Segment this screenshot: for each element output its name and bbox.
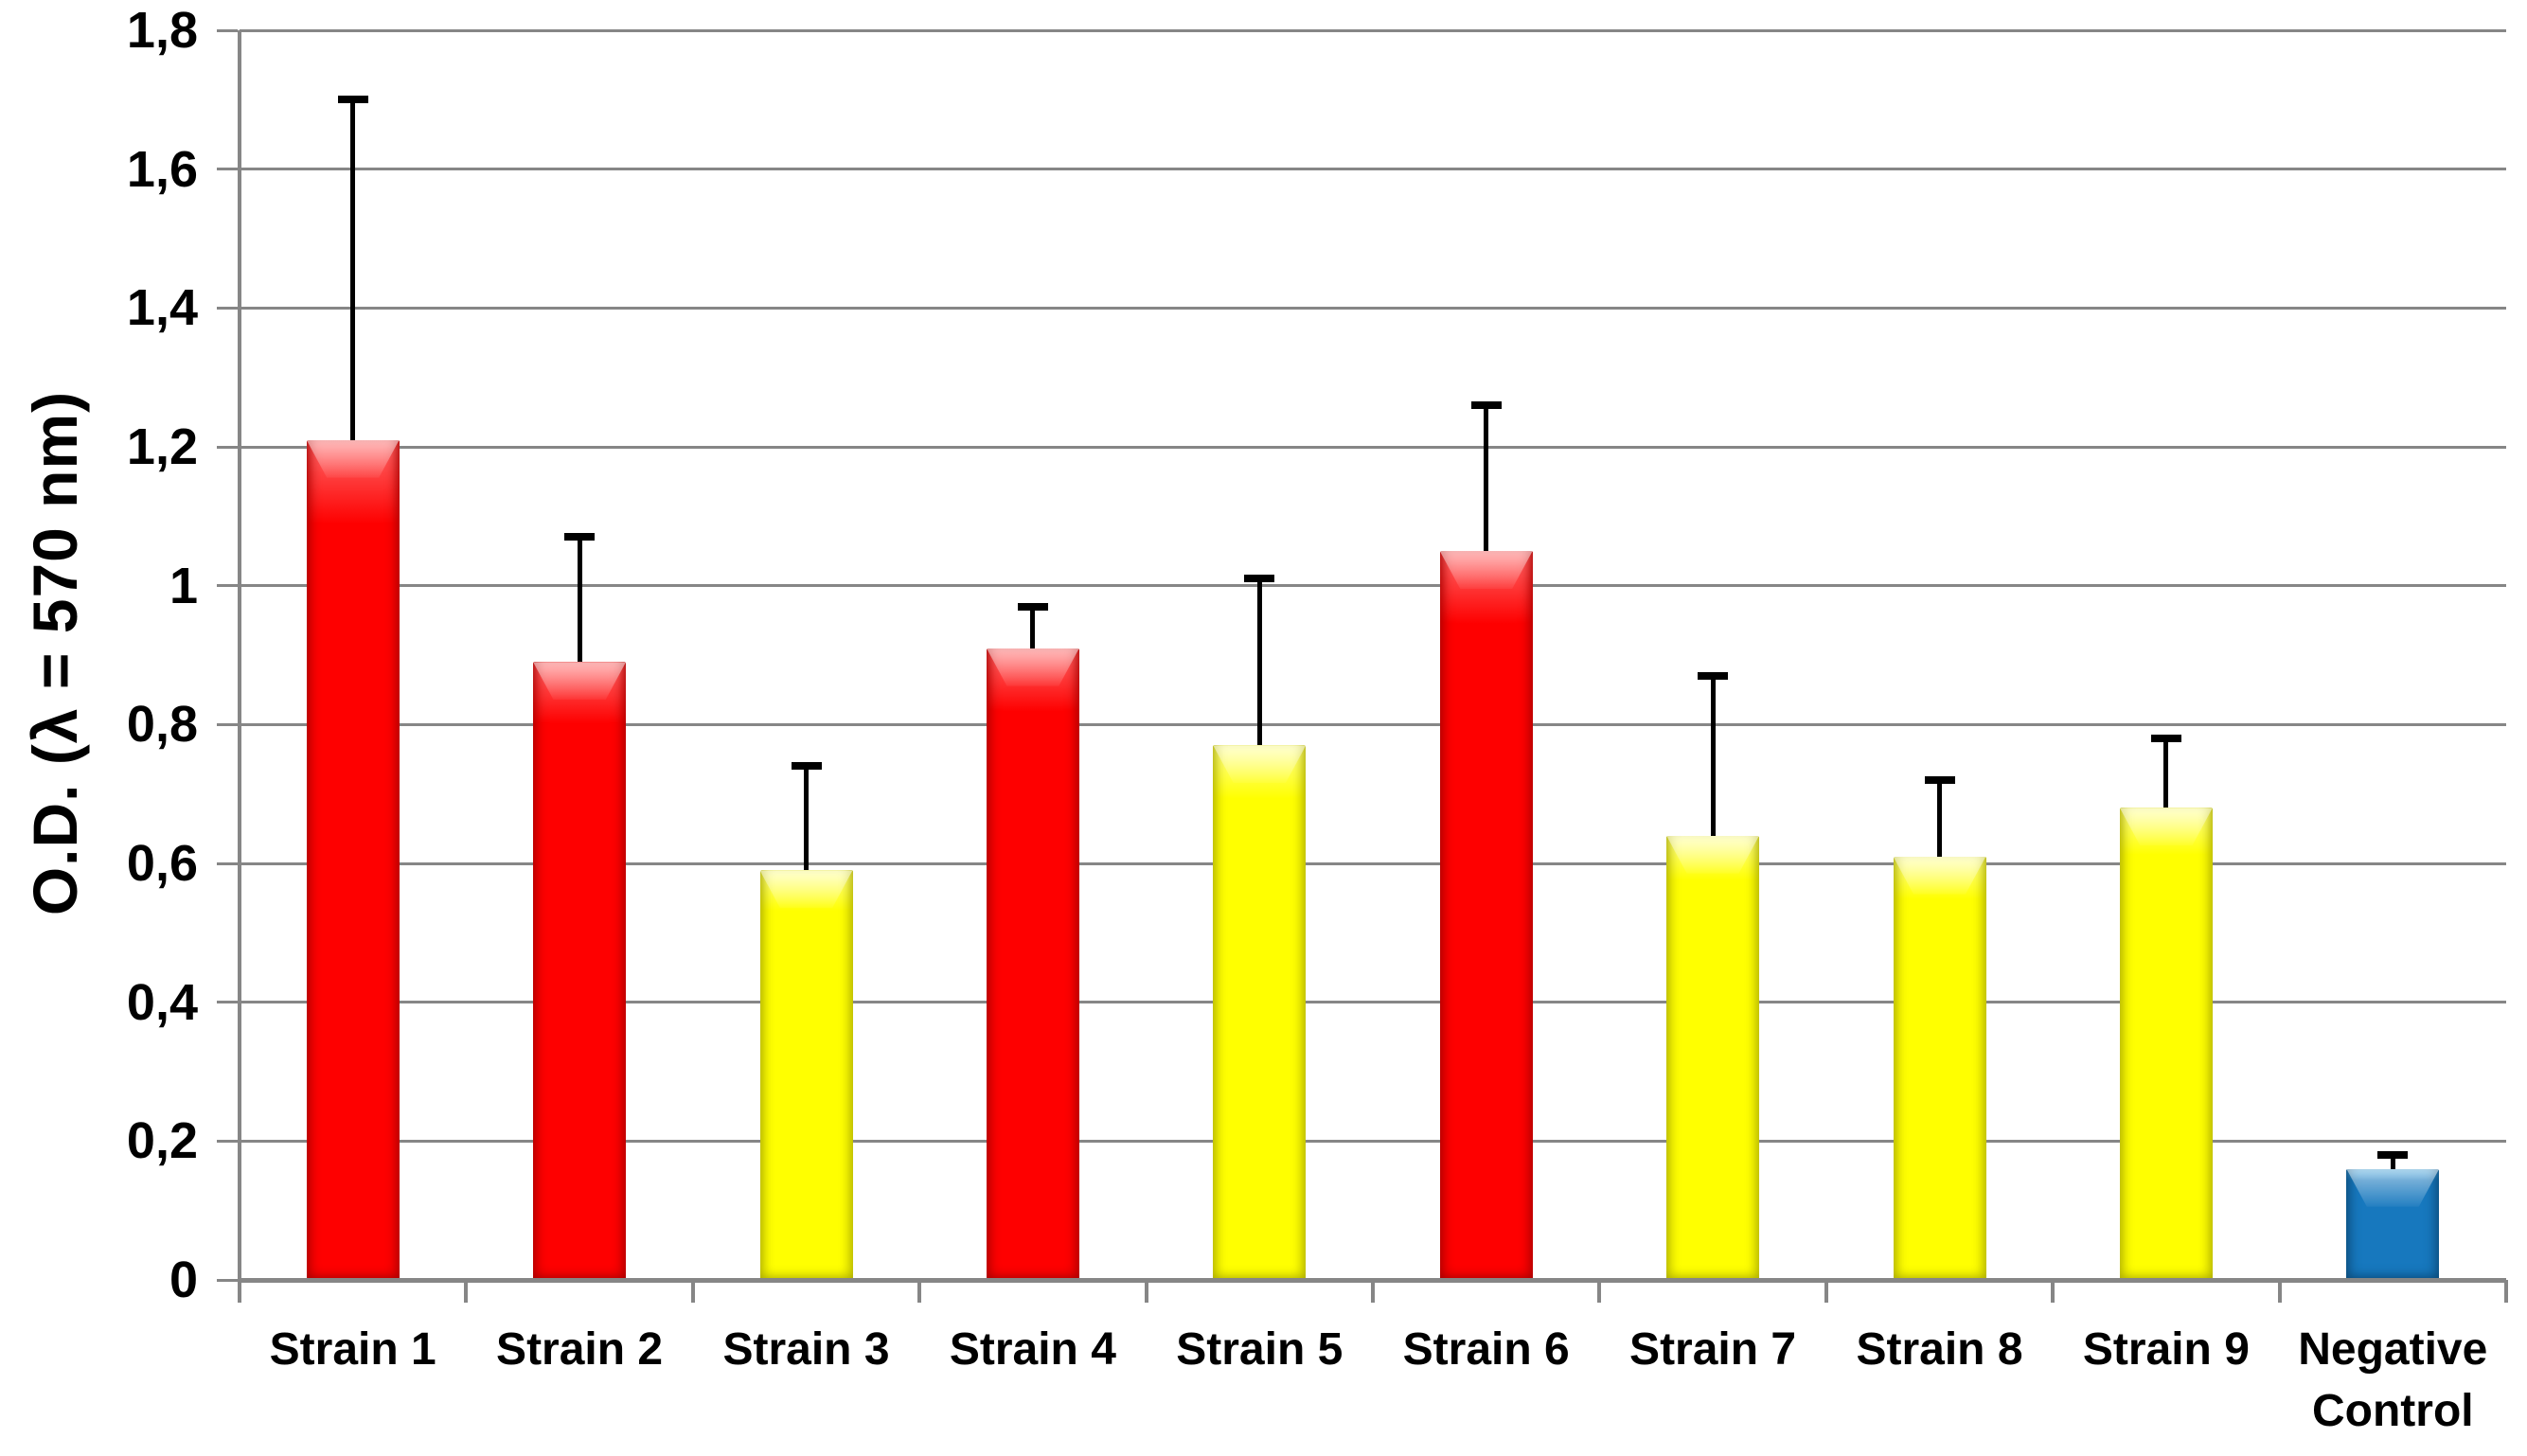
x-axis-tick [690,1280,695,1303]
x-category-label: Strain 5 [1176,1324,1344,1375]
x-axis-tick [1371,1280,1375,1303]
bar-strain-8 [1893,856,1986,1280]
bar-gloss-highlight [1666,835,1760,874]
error-bar-cap [564,533,596,542]
bar-strain-6 [1439,551,1533,1280]
y-axis-tick [217,28,238,32]
y-axis-tick [217,1139,238,1143]
error-bar-line [1710,676,1716,836]
gridline [240,1001,2506,1004]
y-tick-label: 0,8 [126,696,198,754]
bar-gloss-highlight [986,648,1079,686]
error-bar-cap [1470,401,1502,409]
gridline [240,584,2506,588]
y-axis-tick [217,445,238,449]
y-axis-tick [217,584,238,588]
bar-negative-control [2346,1168,2440,1280]
gridline [240,861,2506,865]
x-category-label: Strain 2 [496,1324,664,1375]
bar-strain-1 [306,439,400,1280]
gridline [240,306,2506,310]
x-axis-tick [1597,1280,1602,1303]
error-bar-line [1484,405,1489,551]
x-category-label: Strain 7 [1629,1324,1797,1375]
bar-strain-2 [533,662,627,1280]
bar-gloss-highlight [759,870,853,909]
error-bar-cap [1698,672,1729,680]
error-bar-line [1937,780,1942,857]
y-axis-tick [217,861,238,865]
plot-area [240,28,2506,1280]
gridline [240,722,2506,726]
error-bar-cap [1017,602,1048,611]
x-category-label: Strain 8 [1856,1324,2023,1375]
y-tick-label: 1,4 [126,279,198,337]
x-axis-tick [2504,1280,2508,1303]
y-axis-tick [217,168,238,171]
x-category-label: Strain 6 [1402,1324,1570,1375]
y-tick-label: 0,2 [126,1112,198,1170]
bar-strain-3 [759,870,853,1280]
bar-gloss-highlight [2346,1168,2440,1207]
x-category-label: Strain 1 [269,1324,436,1375]
x-category-label: Strain 3 [722,1324,890,1375]
y-tick-label: 1,6 [126,140,198,198]
bar-gloss-highlight [533,662,627,701]
x-axis-tick [917,1280,922,1303]
error-bar-cap [791,762,822,771]
x-category-label: Strain 9 [2082,1324,2250,1375]
x-category-label: Negative Control [2298,1324,2488,1436]
error-bar-cap [2150,735,2181,742]
error-bar-line [2390,1155,2395,1169]
y-tick-label: 0 [169,1252,198,1308]
bar-strain-9 [2119,808,2213,1280]
error-bar-line [1030,606,1036,648]
bar-strain-5 [1213,745,1307,1280]
error-bar-line [2163,738,2169,808]
y-tick-label: 0,6 [126,835,198,892]
error-bar-line [350,99,356,440]
bar-strain-7 [1666,835,1760,1280]
error-bar-cap [1244,575,1275,583]
bar-gloss-highlight [1893,856,1986,895]
bar-gloss-highlight [306,439,400,478]
gridline [240,445,2506,449]
y-axis-tick [217,722,238,726]
error-bar-cap [2377,1151,2409,1159]
y-axis-tick [217,1001,238,1004]
bar-gloss-highlight [1439,551,1533,589]
x-axis-tick [238,1280,241,1303]
x-axis-tick [1144,1280,1148,1303]
gridline [240,168,2506,171]
error-bar-line [804,766,809,871]
bar-strain-4 [986,648,1079,1280]
y-axis-line [238,30,241,1280]
y-axis-tick [217,306,238,310]
y-tick-label: 0,4 [126,973,198,1031]
x-category-label: Strain 4 [949,1324,1116,1375]
x-axis-tick [464,1280,469,1303]
y-tick-label: 1,2 [126,418,198,475]
x-axis-tick [2051,1280,2055,1303]
y-axis-tick [217,1278,238,1282]
gridline [240,28,2506,32]
error-bar-cap [1924,776,1955,784]
error-bar-line [577,537,582,663]
bar-gloss-highlight [2119,808,2213,846]
x-axis-tick [1824,1280,1828,1303]
y-tick-label: 1,8 [126,2,198,59]
x-axis-tick [2277,1280,2282,1303]
gridline [240,1139,2506,1143]
error-bar-line [1256,578,1262,746]
y-tick-label: 1 [169,557,198,614]
error-bar-cap [337,96,368,104]
bar-gloss-highlight [1213,745,1307,784]
